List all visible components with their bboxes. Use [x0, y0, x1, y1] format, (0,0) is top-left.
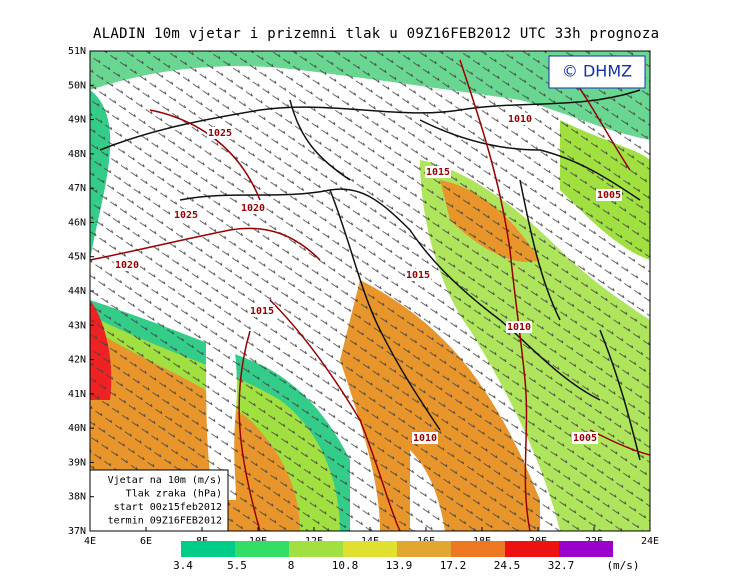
colorbar-swatch — [505, 541, 559, 557]
colorbar-label: 3.4 — [173, 559, 193, 572]
isobar-label: 1020 — [115, 260, 139, 271]
colorbar-label: 17.2 — [440, 559, 467, 572]
colorbar-swatch — [181, 541, 235, 557]
lon-label: 6E — [140, 536, 152, 547]
isobar-label: 1005 — [597, 190, 621, 201]
isobar-label: 1010 — [507, 322, 531, 333]
isobar-label-bg — [507, 113, 533, 125]
lat-label: 41N — [68, 389, 86, 400]
colorbar-swatch — [289, 541, 343, 557]
colorbar-units: (m/s) — [606, 559, 639, 572]
isobar-label: 1015 — [250, 306, 274, 317]
isobar-label-bg — [173, 209, 199, 221]
colorbar-label: 32.7 — [548, 559, 575, 572]
lat-label: 40N — [68, 423, 86, 434]
isobar-label-bg — [405, 269, 431, 281]
isobar-label: 1025 — [208, 128, 232, 139]
info-line: termin 09Z16FEB2012 — [108, 516, 222, 527]
lon-label: 4E — [84, 536, 96, 547]
isobar-label: 1010 — [508, 114, 532, 125]
isobar-label: 1025 — [174, 210, 198, 221]
lat-label: 49N — [68, 115, 86, 126]
lat-label: 47N — [68, 183, 86, 194]
colorbar-label: 24.5 — [494, 559, 521, 572]
isobar-label-bg — [249, 305, 275, 317]
lat-label: 46N — [68, 217, 86, 228]
isobar-label-bg — [207, 127, 233, 139]
lat-label: 48N — [68, 149, 86, 160]
lon-label: 24E — [641, 536, 659, 547]
logo-box — [548, 55, 646, 89]
info-box — [89, 469, 229, 532]
isobar-label-bg — [425, 166, 451, 178]
colorbar-label: 8 — [288, 559, 295, 572]
lat-label: 37N — [68, 526, 86, 537]
lat-label: 38N — [68, 492, 86, 503]
isobar-label: 1010 — [413, 433, 437, 444]
title: ALADIN 10m vjetar i prizemni tlak u 09Z1… — [93, 26, 659, 42]
colorbar-swatch — [451, 541, 505, 557]
colorbar-swatch — [235, 541, 289, 557]
colorbar-swatch — [343, 541, 397, 557]
lat-label: 50N — [68, 80, 86, 91]
isobar-label-bg — [114, 259, 140, 271]
info-line: Vjetar na 10m (m/s) — [108, 475, 222, 486]
isobar-label: 1005 — [573, 433, 597, 444]
lat-label: 39N — [68, 457, 86, 468]
isobar-label-bg — [572, 432, 598, 444]
colorbar-swatch — [559, 541, 613, 557]
lat-label: 44N — [68, 286, 86, 297]
isobar-label: 1015 — [406, 270, 430, 281]
colorbar-label: 13.9 — [386, 559, 413, 572]
info-line: Tlak zraka (hPa) — [126, 489, 222, 500]
isobar-label-bg — [240, 202, 266, 214]
isobar-label-bg — [506, 321, 532, 333]
lat-label: 42N — [68, 355, 86, 366]
lat-label: 51N — [68, 46, 86, 57]
dynamic-layer: 51N 50N 49N 48N 47N 46N 45N 44N 43N 42N 41N 40N 39N 3… — [68, 46, 659, 572]
isobar-label: 1015 — [426, 167, 450, 178]
colorbar-swatch — [397, 541, 451, 557]
isobar-label-bg — [596, 189, 622, 201]
logo: © DHMZ — [562, 62, 632, 81]
lat-label: 45N — [68, 252, 86, 263]
colorbar-label: 10.8 — [332, 559, 359, 572]
isobar-label-bg — [412, 432, 438, 444]
map-field — [90, 51, 650, 531]
colorbar-label: 5.5 — [227, 559, 247, 572]
info-line: start 00z15feb2012 — [114, 502, 222, 513]
isobar-label: 1020 — [241, 203, 265, 214]
lat-label: 43N — [68, 320, 86, 331]
